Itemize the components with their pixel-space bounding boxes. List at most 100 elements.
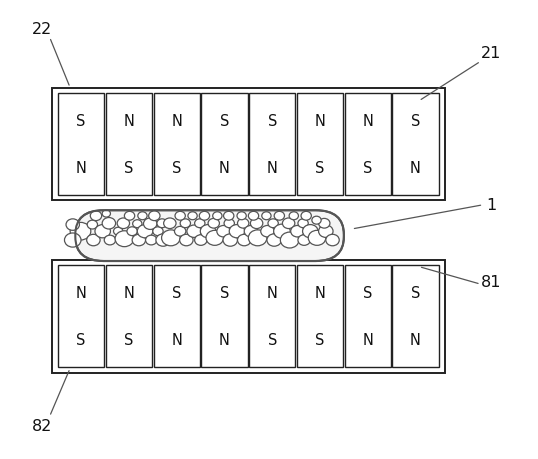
Bar	[249, 94, 295, 196]
Bar	[201, 94, 247, 196]
Circle shape	[229, 225, 245, 238]
Text: N: N	[410, 161, 421, 176]
Circle shape	[268, 219, 278, 228]
Text: S: S	[220, 114, 229, 129]
Bar	[297, 94, 343, 196]
Text: 82: 82	[32, 418, 52, 433]
Circle shape	[115, 231, 133, 247]
Bar	[153, 94, 200, 196]
Circle shape	[70, 223, 91, 241]
Text: N: N	[171, 332, 182, 347]
Text: S: S	[124, 161, 133, 176]
Circle shape	[217, 226, 230, 237]
Circle shape	[65, 234, 81, 247]
Bar	[106, 94, 152, 196]
Circle shape	[137, 225, 153, 238]
Circle shape	[274, 212, 285, 221]
Circle shape	[223, 235, 237, 246]
Text: N: N	[171, 114, 182, 129]
Bar	[106, 266, 152, 367]
Circle shape	[138, 213, 147, 220]
Circle shape	[237, 219, 249, 229]
Text: S: S	[411, 114, 420, 129]
Circle shape	[237, 235, 251, 246]
Circle shape	[224, 219, 235, 228]
Circle shape	[237, 213, 246, 220]
Text: N: N	[219, 161, 230, 176]
Text: N: N	[267, 285, 278, 301]
Circle shape	[157, 219, 167, 228]
Circle shape	[127, 227, 137, 236]
Circle shape	[133, 220, 142, 228]
Circle shape	[153, 227, 163, 236]
Bar	[58, 94, 104, 196]
Bar	[52, 260, 444, 373]
Bar	[249, 266, 295, 367]
Bar	[153, 266, 200, 367]
Circle shape	[291, 226, 304, 237]
Text: N: N	[267, 161, 278, 176]
Bar	[52, 89, 444, 201]
Circle shape	[267, 235, 281, 246]
Bar	[58, 266, 104, 367]
Circle shape	[104, 235, 116, 246]
Circle shape	[187, 225, 201, 238]
Text: N: N	[315, 114, 325, 129]
Circle shape	[90, 212, 102, 221]
Circle shape	[95, 225, 110, 238]
Circle shape	[117, 218, 130, 229]
Text: S: S	[172, 161, 181, 176]
Circle shape	[174, 227, 186, 236]
Circle shape	[156, 235, 171, 246]
Text: N: N	[123, 114, 134, 129]
Text: 22: 22	[32, 22, 52, 37]
Text: 81: 81	[481, 275, 501, 290]
Circle shape	[87, 221, 97, 230]
Text: N: N	[219, 332, 230, 347]
Text: S: S	[267, 332, 277, 347]
Circle shape	[301, 212, 312, 221]
Circle shape	[308, 231, 326, 246]
Bar	[201, 266, 247, 367]
Text: N: N	[410, 332, 421, 347]
Circle shape	[206, 231, 224, 246]
Text: S: S	[267, 114, 277, 129]
Circle shape	[144, 218, 157, 230]
Circle shape	[200, 225, 216, 238]
Text: N: N	[315, 285, 325, 301]
Circle shape	[175, 212, 185, 221]
Circle shape	[124, 212, 134, 221]
Bar	[392, 266, 438, 367]
Text: N: N	[76, 285, 87, 301]
Circle shape	[302, 225, 318, 238]
Circle shape	[195, 235, 207, 246]
Text: N: N	[362, 332, 373, 347]
Text: S: S	[220, 285, 229, 301]
Circle shape	[224, 212, 234, 221]
Text: S: S	[124, 332, 133, 347]
Circle shape	[148, 212, 160, 221]
Text: S: S	[315, 161, 325, 176]
Text: N: N	[76, 161, 87, 176]
Text: S: S	[363, 285, 372, 301]
Circle shape	[164, 218, 176, 229]
Text: S: S	[411, 285, 420, 301]
Circle shape	[87, 235, 100, 246]
Circle shape	[180, 219, 190, 228]
Circle shape	[282, 218, 295, 229]
Circle shape	[244, 226, 258, 237]
Text: N: N	[123, 285, 134, 301]
Text: S: S	[315, 332, 325, 347]
Text: N: N	[362, 114, 373, 129]
Circle shape	[318, 225, 333, 238]
Circle shape	[102, 218, 116, 230]
Circle shape	[280, 233, 299, 248]
Circle shape	[132, 235, 146, 246]
Circle shape	[318, 219, 330, 229]
Circle shape	[250, 218, 263, 229]
Circle shape	[161, 230, 180, 246]
Circle shape	[298, 219, 308, 228]
Circle shape	[102, 211, 110, 218]
Circle shape	[66, 219, 80, 231]
Text: S: S	[363, 161, 372, 176]
